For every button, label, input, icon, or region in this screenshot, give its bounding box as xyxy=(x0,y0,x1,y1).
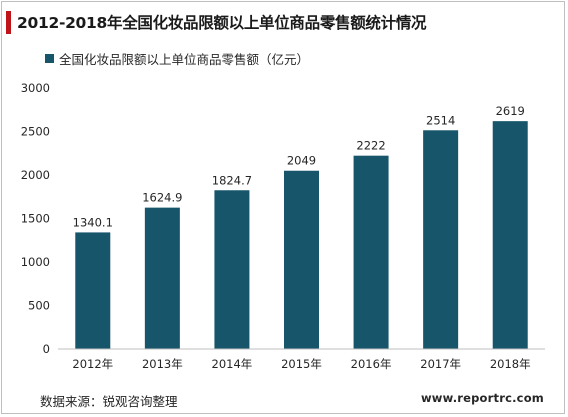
data-label: 1624.9 xyxy=(142,191,182,205)
legend-swatch xyxy=(45,54,54,63)
bar-series xyxy=(75,121,528,349)
legend-label: 全国化妆品限额以上单位商品零售额（亿元） xyxy=(59,52,310,67)
x-tick-label: 2014年 xyxy=(212,357,253,371)
x-tick-label: 2012年 xyxy=(72,357,113,371)
bar xyxy=(75,232,111,349)
data-label: 2049 xyxy=(287,154,316,168)
y-tick-label: 3000 xyxy=(21,81,50,95)
x-tick-label: 2016年 xyxy=(351,357,392,371)
y-tick-label: 2500 xyxy=(21,125,50,139)
data-label: 2619 xyxy=(496,104,525,118)
website-watermark: www.reportrc.com xyxy=(420,391,544,405)
data-label: 2514 xyxy=(426,113,455,127)
y-tick-label: 2000 xyxy=(21,168,50,182)
x-tick-label: 2018年 xyxy=(490,357,531,371)
bar xyxy=(214,190,250,349)
data-label: 1340.1 xyxy=(73,215,113,229)
x-axis: 2012年 2013年 2014年 2015年 2016年 2017年 2018年 xyxy=(58,348,545,371)
bar xyxy=(423,130,459,349)
x-tick-label: 2015年 xyxy=(281,357,322,371)
data-labels: 1340.1 1624.9 1824.7 2049 2222 2514 2619 xyxy=(73,104,525,229)
data-label: 2222 xyxy=(356,139,385,153)
title-accent-bar xyxy=(6,11,11,34)
y-tick-label: 500 xyxy=(28,299,50,313)
x-tick-label: 2017年 xyxy=(420,357,461,371)
bar xyxy=(353,155,389,349)
chart-legend: 全国化妆品限额以上单位商品零售额（亿元） xyxy=(45,49,309,68)
y-axis: 0 500 1000 1500 2000 2500 3000 xyxy=(21,81,50,356)
y-tick-label: 1500 xyxy=(21,212,50,226)
bar xyxy=(284,170,319,349)
y-tick-label: 1000 xyxy=(21,255,50,269)
bar xyxy=(144,207,180,349)
data-label: 1824.7 xyxy=(212,173,252,187)
x-tick-label: 2013年 xyxy=(142,357,183,371)
source-note: 数据来源：锐观咨询整理 xyxy=(40,394,178,409)
y-tick-label: 0 xyxy=(43,342,50,356)
bar xyxy=(492,121,528,349)
chart-title: 2012-2018年全国化妆品限额以上单位商品零售额统计情况 xyxy=(17,14,427,32)
